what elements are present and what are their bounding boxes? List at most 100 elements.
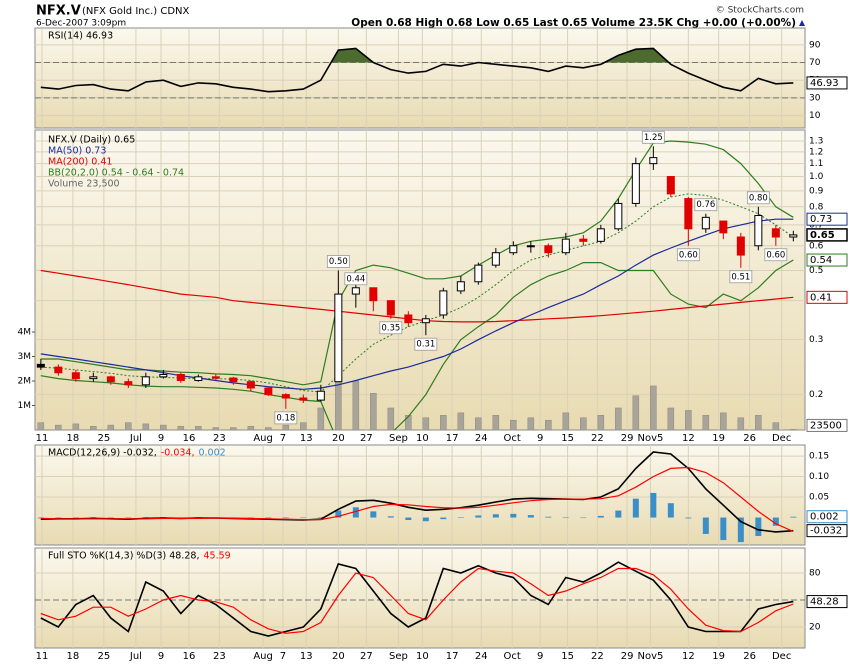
candle-body: [649, 157, 658, 165]
histogram-bar: [90, 517, 97, 518]
change-icon: [799, 20, 805, 26]
volume-bar: [615, 407, 622, 430]
value-box-label: 0.41: [810, 292, 832, 303]
x-tick-label: 22: [591, 433, 604, 444]
panel-background: [34, 547, 806, 649]
volume-bar: [247, 426, 255, 430]
histogram-bar: [615, 510, 622, 518]
indicator-line: [40, 561, 794, 637]
annotation-box: [379, 321, 403, 335]
y-tick-label: 70: [809, 58, 821, 68]
volume-bar: [352, 380, 360, 430]
legend-entry: 45.59: [203, 551, 230, 562]
legend-entry: Volume 23,500: [48, 179, 120, 190]
x-tick-label: Nov5: [637, 433, 663, 444]
volume-bar: [475, 417, 482, 430]
candle-body: [36, 363, 45, 368]
candle-body: [526, 245, 535, 248]
annotation-box: [746, 191, 770, 205]
volume-bar: [562, 412, 570, 430]
annotation-box: [344, 272, 368, 286]
indicator-line: [40, 567, 794, 634]
value-box-label: 48.28: [810, 597, 839, 608]
x-tick-label: 17: [446, 433, 459, 444]
annotation-label: 0.44: [346, 274, 365, 284]
x-tick-label: 27: [360, 651, 373, 662]
volume-bar: [195, 426, 202, 430]
candle-body: [386, 300, 395, 316]
candle-body: [561, 238, 570, 254]
candle-body: [544, 245, 553, 254]
x-tick-label: 16: [183, 433, 196, 444]
x-tick-label: Aug: [253, 433, 273, 444]
symbol: NFX.V: [36, 4, 81, 19]
volume-bar: [55, 424, 62, 430]
plot-area: [37, 451, 797, 543]
histogram-bar: [370, 511, 377, 518]
y-tick-label: 1.1: [809, 159, 823, 169]
annotation-box: [694, 198, 718, 212]
volume-bar: [90, 426, 97, 430]
y-tick-label: 20: [809, 623, 821, 633]
volume-bar: [160, 424, 167, 430]
histogram-bar: [685, 517, 692, 519]
x-tick-label: Dec: [772, 433, 791, 444]
candle-body: [246, 381, 255, 389]
y-tick-label: 0.6: [809, 241, 824, 251]
panel-background: [34, 444, 806, 546]
volume-bar: [282, 424, 290, 430]
bollinger-upper: [40, 140, 794, 386]
legend-entry: Full STO %K(14,3) %D(3) 48.28,: [48, 551, 199, 562]
y-tick-label: 0.15: [809, 452, 829, 462]
candle-body: [754, 215, 763, 247]
x-tick-label: 27: [360, 433, 373, 444]
quote: Open 0.68 High 0.68 Low 0.65 Last 0.65 V…: [351, 17, 796, 29]
x-tick-label: 15: [561, 433, 574, 444]
candle-body: [719, 220, 728, 234]
value-box: [806, 510, 848, 524]
legend-entry: NFX.V (Daily) 0.65: [48, 135, 135, 146]
value-box: [806, 290, 848, 304]
histogram-bar: [387, 516, 394, 518]
value-box: [806, 212, 848, 226]
y-tick-label: 10: [809, 111, 821, 121]
annotation-label: 1.25: [644, 133, 663, 143]
volume-bar: [405, 415, 412, 430]
y2-tick-label: 1M: [18, 401, 32, 411]
candle-body: [684, 198, 693, 230]
candle-body: [229, 377, 238, 383]
annotation-label: 0.60: [679, 250, 698, 260]
candle-body: [701, 216, 710, 230]
legend-entry: MACD(12,26,9) -0.032,: [48, 448, 157, 459]
x-tick-label: 26: [743, 433, 756, 444]
candle-body: [281, 394, 290, 399]
candle-body: [141, 376, 150, 386]
histogram-bar: [335, 510, 342, 518]
volume-bar: [527, 417, 535, 430]
annotation-box: [326, 255, 350, 268]
x-tick-label: 9: [158, 433, 164, 444]
histogram-bar: [440, 517, 447, 520]
volume-bar: [37, 422, 45, 430]
histogram-bar: [142, 517, 149, 518]
candle-body: [439, 290, 448, 316]
annotation-label: 0.80: [749, 193, 768, 203]
histogram-bar: [492, 514, 499, 518]
x-tick-label: 9: [158, 651, 164, 662]
x-tick-label: 20: [332, 433, 345, 444]
x-tick-label: Sep: [389, 433, 408, 444]
volume-bar: [212, 427, 220, 430]
bollinger-middle: [40, 193, 794, 393]
annotation-label: 0.60: [766, 250, 785, 260]
value-box: [806, 76, 848, 90]
histogram-bar: [527, 515, 534, 518]
x-tick-label: 17: [446, 651, 459, 662]
x-tick-label: 29: [621, 651, 634, 662]
x-tick-label: Oct: [504, 651, 521, 662]
volume-bar: [685, 410, 692, 430]
y2-tick-label: 4M: [18, 328, 32, 338]
candle-body: [596, 228, 605, 242]
moving-average: [40, 218, 794, 390]
annotation-label: 0.76: [696, 200, 715, 210]
histogram-bar: [755, 517, 762, 536]
